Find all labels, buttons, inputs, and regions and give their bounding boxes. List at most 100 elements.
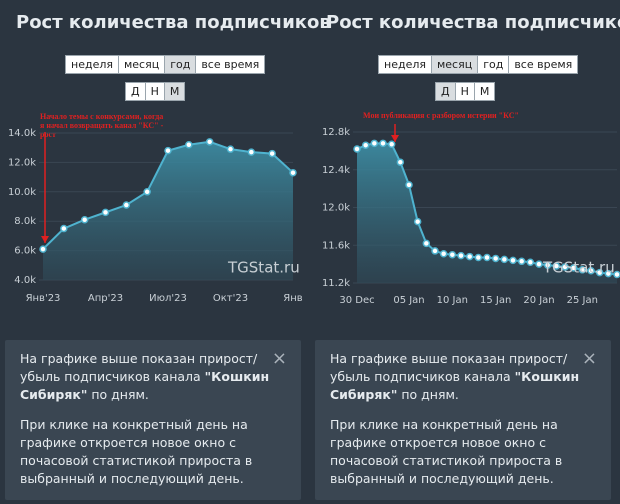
info-details: При клике на конкретный день на графике …	[20, 417, 253, 486]
point[interactable]	[39, 245, 47, 253]
arrow-head	[391, 135, 399, 142]
info-text-part: по дням.	[397, 387, 459, 402]
point[interactable]	[247, 148, 256, 156]
point[interactable]	[361, 141, 370, 149]
point[interactable]	[500, 255, 509, 264]
step-button[interactable]: Д	[131, 85, 140, 98]
point[interactable]	[80, 215, 89, 224]
point[interactable]	[226, 145, 235, 153]
point[interactable]	[422, 239, 431, 248]
info-text: На графике выше показан прирост/убыль по…	[20, 350, 270, 404]
period-button[interactable]: год	[477, 56, 508, 73]
period-button[interactable]: все время	[195, 56, 264, 73]
y-tick-label: 4.0k	[14, 275, 36, 286]
point[interactable]	[526, 258, 535, 266]
x-tick-label: Июл'23	[149, 293, 187, 304]
point[interactable]	[185, 141, 193, 149]
point[interactable]	[448, 250, 457, 259]
y-tick-label: 14.0k	[8, 128, 36, 139]
point[interactable]	[405, 181, 413, 189]
period-button[interactable]: год	[164, 56, 196, 73]
point[interactable]	[535, 260, 543, 268]
point[interactable]	[396, 158, 405, 166]
x-tick-label: 15 Jan	[480, 295, 511, 306]
period-button[interactable]: месяц	[117, 56, 164, 73]
x-tick-label: Янв'23	[26, 293, 61, 304]
point[interactable]	[289, 168, 297, 177]
point[interactable]	[509, 256, 517, 265]
point[interactable]	[205, 138, 214, 146]
y-tick-label: 10.0k	[8, 187, 36, 198]
period-button[interactable]: все время	[508, 56, 577, 73]
period-button[interactable]: неделя	[384, 58, 426, 71]
point[interactable]	[604, 269, 613, 278]
point[interactable]	[60, 224, 68, 233]
y-tick-label: 12.0k	[322, 203, 350, 214]
point[interactable]	[143, 188, 151, 196]
point[interactable]	[268, 149, 276, 158]
x-tick-label: Апр'23	[88, 293, 123, 304]
point[interactable]	[370, 139, 379, 148]
point[interactable]	[465, 252, 474, 261]
point[interactable]	[439, 249, 448, 258]
annotation: Начало темы с конкурсами, когда я начал …	[40, 112, 164, 139]
point[interactable]	[101, 208, 110, 217]
x-tick-label: 30 Dec	[339, 295, 374, 306]
step-button[interactable]: М	[163, 83, 185, 100]
chart: 11.2k 11.6k 12.0k 12.4k 12.8k 30 Dec 05 Jan 10 …	[322, 124, 620, 306]
chart-title: Рост количества подписчиков	[326, 12, 620, 33]
point[interactable]	[578, 266, 587, 274]
info-box: На графике выше показан прирост/убыль по…	[315, 340, 611, 500]
step-button[interactable]: Н	[454, 83, 474, 100]
point[interactable]	[517, 257, 526, 266]
point[interactable]	[379, 139, 387, 148]
area	[43, 141, 293, 280]
point[interactable]	[552, 262, 561, 270]
chart-title: Рост количества подписчиков	[16, 12, 331, 33]
info-text-part: На графике выше показан прирост/убыль по…	[20, 351, 258, 384]
x-tick-label: 25 Jan	[567, 295, 598, 306]
close-button[interactable]: ×	[581, 348, 597, 369]
point[interactable]	[491, 254, 500, 263]
point[interactable]	[613, 270, 620, 279]
point[interactable]	[569, 264, 578, 272]
close-button[interactable]: ×	[271, 348, 287, 369]
point[interactable]	[413, 217, 422, 226]
point[interactable]	[164, 146, 172, 155]
point[interactable]	[457, 251, 465, 260]
point[interactable]	[387, 140, 396, 149]
x-tick-label: 20 Jan	[523, 295, 554, 306]
point[interactable]	[587, 266, 595, 275]
y-tick-label: 6.0k	[14, 246, 36, 257]
x-tick-label: Янв	[283, 293, 302, 304]
step-button[interactable]: М	[473, 83, 495, 100]
step-button[interactable]: Д	[436, 83, 455, 100]
info-text-part: по дням.	[87, 387, 149, 402]
point[interactable]	[431, 247, 439, 255]
point[interactable]	[483, 253, 491, 262]
point[interactable]	[474, 253, 483, 262]
y-tick-label: 12.4k	[322, 165, 350, 176]
panel: Рост количества подписчиков неделя месяц го…	[310, 0, 620, 504]
y-tick-label: 12.8k	[322, 127, 350, 138]
period-buttons: неделя месяц год все время	[378, 55, 579, 74]
watermark: TGStat.ru	[542, 259, 615, 277]
info-details: При клике на конкретный день на графике …	[330, 417, 563, 486]
channel-name: "Кошкин Сибиряк"	[20, 369, 270, 402]
point[interactable]	[543, 261, 552, 269]
point[interactable]	[353, 145, 361, 153]
point[interactable]	[122, 201, 131, 209]
period-button[interactable]: месяц	[430, 56, 478, 73]
channel-name: "Кошкин Сибиряк"	[330, 369, 580, 402]
point[interactable]	[595, 268, 604, 277]
info-text: На графике выше показан прирост/убыль по…	[330, 350, 580, 404]
step-button[interactable]: Н	[144, 83, 164, 100]
x-tick-label: 05 Jan	[393, 295, 424, 306]
period-button[interactable]: неделя	[71, 58, 113, 71]
panel: Рост количества подписчиков неделя месяц го…	[5, 12, 331, 500]
info-box: На графике выше показан прирост/убыль по…	[5, 340, 301, 500]
point[interactable]	[561, 263, 569, 271]
